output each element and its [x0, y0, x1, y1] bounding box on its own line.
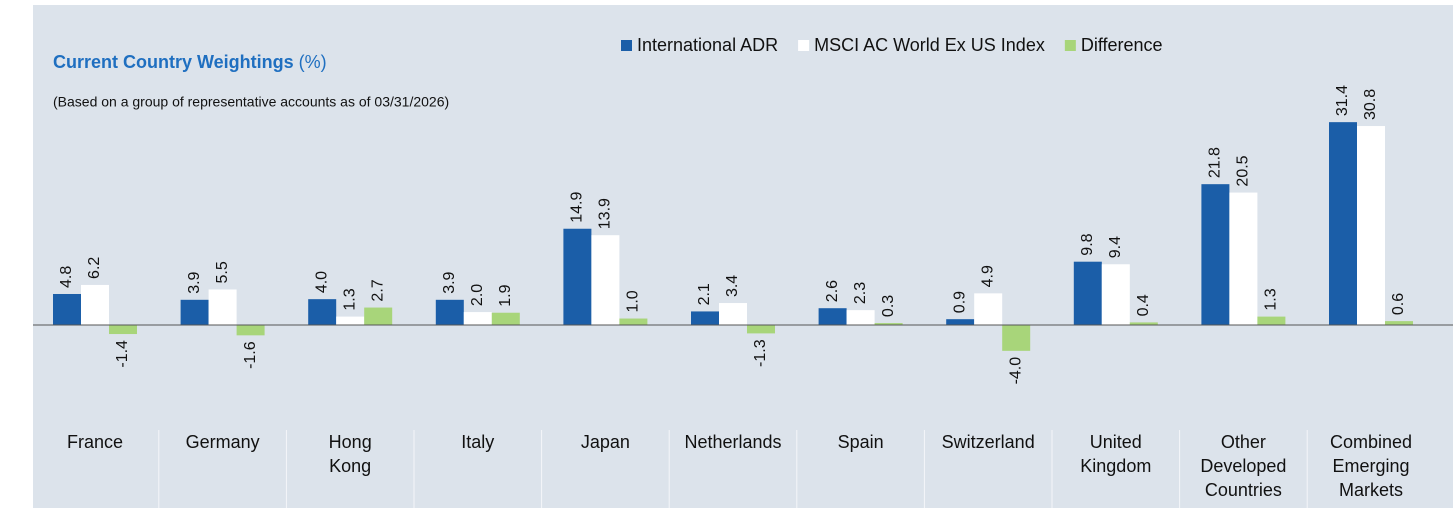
bar [491, 312, 520, 325]
x-tick-label: Hong Kong [328, 432, 372, 476]
value-label: 2.1 [696, 283, 713, 305]
chart-subtitle: (Based on a group of representative acco… [53, 94, 449, 110]
x-tick-label: Switzerland [941, 432, 1035, 452]
value-label: 9.4 [1107, 236, 1124, 258]
x-tick-label: Italy [461, 432, 495, 452]
legend-swatch [621, 40, 632, 51]
value-label: 2.0 [469, 284, 486, 306]
value-label: 31.4 [1334, 85, 1351, 116]
bar [691, 311, 719, 325]
legend-label: MSCI AC World Ex US Index [814, 35, 1045, 55]
value-label: 2.6 [824, 280, 841, 302]
value-label: 0.3 [880, 295, 897, 317]
legend-swatch [798, 40, 810, 51]
value-label: 0.6 [1390, 293, 1407, 315]
value-label: 1.3 [341, 288, 358, 310]
value-label: 0.9 [951, 291, 968, 313]
bar [1201, 184, 1230, 325]
x-tick-label: Netherlands [684, 432, 782, 452]
bar [308, 299, 337, 325]
bar [846, 310, 875, 325]
bar [1229, 192, 1258, 325]
bar [1329, 122, 1357, 325]
value-label: 0.4 [1135, 294, 1152, 316]
x-tick-label: Germany [185, 432, 260, 452]
value-label: 3.9 [441, 271, 458, 293]
value-label: 4.8 [58, 266, 75, 288]
value-label: -1.6 [242, 341, 259, 369]
bar [1129, 322, 1158, 325]
bar [818, 308, 847, 325]
bar [109, 325, 137, 335]
value-label: 1.3 [1263, 288, 1280, 310]
bar [435, 299, 464, 325]
legend-label: Difference [1081, 35, 1163, 55]
value-label: 2.7 [369, 279, 386, 301]
bar [1073, 261, 1102, 325]
value-label: 4.0 [313, 271, 330, 293]
bar [208, 289, 237, 325]
bar [619, 318, 648, 325]
bar [1357, 126, 1385, 325]
bar [336, 316, 365, 325]
x-tick-label: Spain [837, 432, 884, 452]
bar [1002, 325, 1031, 351]
value-label: 4.9 [979, 265, 996, 287]
bar [180, 299, 209, 325]
chart-title-unit: (%) [299, 52, 327, 72]
value-label: 6.2 [86, 257, 103, 279]
legend-label: International ADR [637, 35, 778, 55]
x-tick-label: France [66, 432, 124, 452]
bar [946, 319, 975, 325]
value-label: -1.3 [752, 339, 769, 367]
bar [1257, 316, 1286, 325]
value-label: 3.9 [186, 271, 203, 293]
bar [874, 323, 903, 325]
bar [364, 307, 393, 325]
x-tick-label: Japan [580, 432, 630, 452]
chart-title-group: Current Country Weightings (%) [53, 52, 327, 72]
legend-swatch [1064, 40, 1076, 51]
x-tick-label: Other Developed Countries [1200, 432, 1287, 500]
bar [463, 312, 492, 325]
value-label: 1.0 [625, 290, 642, 312]
value-label: 1.9 [497, 284, 514, 306]
value-label: 21.8 [1207, 147, 1224, 178]
chart-title: Current Country Weightings [53, 52, 294, 72]
value-label: -4.0 [1007, 357, 1024, 385]
bar [81, 284, 109, 325]
value-label: 3.4 [724, 275, 741, 297]
value-label: 5.5 [214, 261, 231, 283]
value-label: 9.8 [1079, 233, 1096, 255]
bar [563, 228, 592, 325]
value-label: 13.9 [597, 198, 614, 229]
value-label: 2.3 [852, 282, 869, 304]
bar [747, 325, 775, 334]
bar [1385, 321, 1413, 325]
x-tick-label: United Kingdom [1080, 432, 1152, 476]
bar [591, 235, 620, 325]
value-label: 20.5 [1235, 155, 1252, 186]
value-label: -1.4 [114, 340, 131, 368]
value-label: 14.9 [569, 192, 586, 223]
value-label: 30.8 [1362, 89, 1379, 120]
bar [236, 325, 265, 336]
bar [974, 293, 1003, 325]
x-tick-label: Combined Emerging Markets [1329, 432, 1413, 500]
bar [719, 303, 747, 325]
bar [53, 293, 81, 325]
bar [1101, 264, 1130, 325]
